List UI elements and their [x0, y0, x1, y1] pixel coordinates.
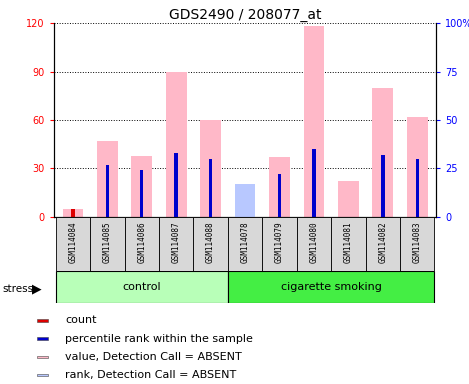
Bar	[37, 356, 48, 358]
Text: GSM114078: GSM114078	[241, 221, 250, 263]
Bar	[159, 217, 193, 271]
Bar	[407, 117, 428, 217]
Bar	[372, 88, 393, 217]
Bar	[62, 209, 83, 217]
Bar	[262, 217, 297, 271]
Bar	[312, 149, 316, 217]
Bar	[209, 159, 212, 217]
Bar	[297, 217, 331, 271]
Bar	[97, 141, 118, 217]
Bar	[228, 271, 434, 303]
Bar	[365, 217, 400, 271]
Text: GSM114079: GSM114079	[275, 221, 284, 263]
Bar	[37, 374, 48, 376]
Bar	[37, 319, 48, 322]
Bar	[166, 71, 187, 217]
Text: GSM114081: GSM114081	[344, 221, 353, 263]
Text: cigarette smoking: cigarette smoking	[281, 282, 382, 292]
Bar	[278, 174, 281, 217]
Bar	[303, 26, 324, 217]
Text: GSM114087: GSM114087	[172, 221, 181, 263]
Bar	[234, 184, 256, 217]
Bar	[125, 217, 159, 271]
Text: GSM114084: GSM114084	[68, 221, 77, 263]
Bar	[381, 155, 385, 217]
Bar	[140, 170, 144, 217]
Bar	[228, 217, 262, 271]
Bar	[331, 217, 365, 271]
Bar	[234, 193, 256, 217]
Bar	[400, 217, 434, 271]
Bar	[56, 271, 228, 303]
Bar	[90, 217, 125, 271]
Bar	[131, 156, 152, 217]
Title: GDS2490 / 208077_at: GDS2490 / 208077_at	[169, 8, 321, 22]
Text: stress: stress	[2, 284, 33, 294]
Bar	[37, 337, 48, 340]
Text: value, Detection Call = ABSENT: value, Detection Call = ABSENT	[65, 352, 242, 362]
Text: GSM114083: GSM114083	[413, 221, 422, 263]
Bar	[269, 157, 290, 217]
Text: control: control	[122, 282, 161, 292]
Text: GSM114088: GSM114088	[206, 221, 215, 263]
Bar	[71, 209, 75, 217]
Bar	[56, 217, 90, 271]
Bar	[174, 153, 178, 217]
Bar	[200, 120, 221, 217]
Text: count: count	[65, 315, 97, 325]
Text: percentile rank within the sample: percentile rank within the sample	[65, 334, 253, 344]
Text: ▶: ▶	[32, 282, 42, 295]
Text: GSM114085: GSM114085	[103, 221, 112, 263]
Bar	[193, 217, 228, 271]
Bar	[338, 181, 359, 217]
Bar	[416, 159, 419, 217]
Text: GSM114082: GSM114082	[378, 221, 387, 263]
Text: GSM114080: GSM114080	[310, 221, 318, 263]
Text: rank, Detection Call = ABSENT: rank, Detection Call = ABSENT	[65, 370, 236, 380]
Bar	[106, 165, 109, 217]
Text: GSM114086: GSM114086	[137, 221, 146, 263]
